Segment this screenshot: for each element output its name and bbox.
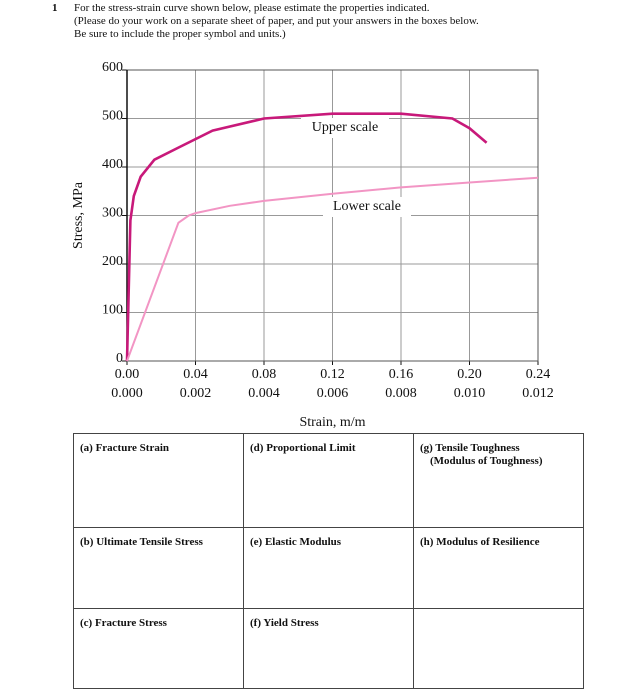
answer-cell: (g) Tensile Toughness (Modulus of Toughne… xyxy=(413,433,584,528)
x2-tick-label: 0.006 xyxy=(317,386,349,401)
answer-cell xyxy=(413,608,584,689)
answer-cell: (h) Modulus of Resilience xyxy=(413,527,584,609)
series-label-bg xyxy=(323,197,411,217)
cell-label: (d) Proportional Limit xyxy=(250,442,356,454)
answer-cell: (d) Proportional Limit xyxy=(243,433,414,528)
cell-label: (Modulus of Toughness) xyxy=(430,455,543,467)
cell-label: (f) Yield Stress xyxy=(250,617,319,629)
x-tick-label: 0.12 xyxy=(320,367,345,382)
answer-cell: (e) Elastic Modulus xyxy=(243,527,414,609)
question-line: For the stress-strain curve shown below,… xyxy=(74,2,430,14)
x-tick-label: 0.24 xyxy=(526,367,551,382)
answer-cell: (a) Fracture Strain xyxy=(73,433,244,528)
x-tick-label: 0.20 xyxy=(457,367,482,382)
x-tick-label: 0.00 xyxy=(115,367,140,382)
y-tick-label: 300 xyxy=(102,206,123,221)
y-tick-label: 200 xyxy=(102,254,123,269)
cell-label: (c) Fracture Stress xyxy=(80,617,167,629)
cell-label: (a) Fracture Strain xyxy=(80,442,169,454)
cell-label: (h) Modulus of Resilience xyxy=(420,536,540,548)
table-row: (a) Fracture Strain (d) Proportional Limi… xyxy=(73,433,584,528)
x2-tick-label: 0.000 xyxy=(111,386,143,401)
y-axis-label: Stress, MPa xyxy=(71,181,86,249)
question-line: (Please do your work on a separate sheet… xyxy=(74,15,479,27)
y-tick-label: 400 xyxy=(102,157,123,172)
x2-tick-label: 0.008 xyxy=(385,386,417,401)
series-label: Upper scale xyxy=(312,120,378,135)
x2-tick-label: 0.010 xyxy=(454,386,486,401)
x2-tick-label: 0.012 xyxy=(522,386,554,401)
answer-cell: (b) Ultimate Tensile Stress xyxy=(73,527,244,609)
y-tick-label: 500 xyxy=(102,109,123,124)
curve xyxy=(125,112,488,362)
chart: 0 100 200 300 400 500 600 0.00 0.04 0.08 0.12 0.16 0… xyxy=(71,60,554,430)
series-label-bg xyxy=(301,118,389,138)
cell-label: (b) Ultimate Tensile Stress xyxy=(80,536,203,548)
curve xyxy=(126,176,539,362)
y-tick-label: 0 xyxy=(116,351,123,366)
y-tick-label: 600 xyxy=(102,60,123,75)
x2-tick-label: 0.004 xyxy=(248,386,280,401)
cell-label: (e) Elastic Modulus xyxy=(250,536,342,548)
x-tick-label: 0.08 xyxy=(252,367,277,382)
series-label: Lower scale xyxy=(333,199,401,214)
answer-cell: (c) Fracture Stress xyxy=(73,608,244,689)
x2-tick-label: 0.002 xyxy=(180,386,212,401)
cell-label: (g) Tensile Toughness xyxy=(420,442,520,454)
x-tick-label: 0.04 xyxy=(183,367,208,382)
answer-table: (a) Fracture Strain (d) Proportional Limi… xyxy=(73,433,584,689)
table-row: (b) Ultimate Tensile Stress (e) Elastic M… xyxy=(73,527,584,609)
x-axis-label: Strain, m/m xyxy=(299,415,365,430)
question-number: 1 xyxy=(52,2,58,14)
y-tick-label: 100 xyxy=(102,303,123,318)
x-tick-label: 0.16 xyxy=(389,367,414,382)
question-line: Be sure to include the proper symbol and… xyxy=(74,28,286,40)
table-row: (c) Fracture Stress (f) Yield Stress xyxy=(73,608,584,689)
answer-cell: (f) Yield Stress xyxy=(243,608,414,689)
